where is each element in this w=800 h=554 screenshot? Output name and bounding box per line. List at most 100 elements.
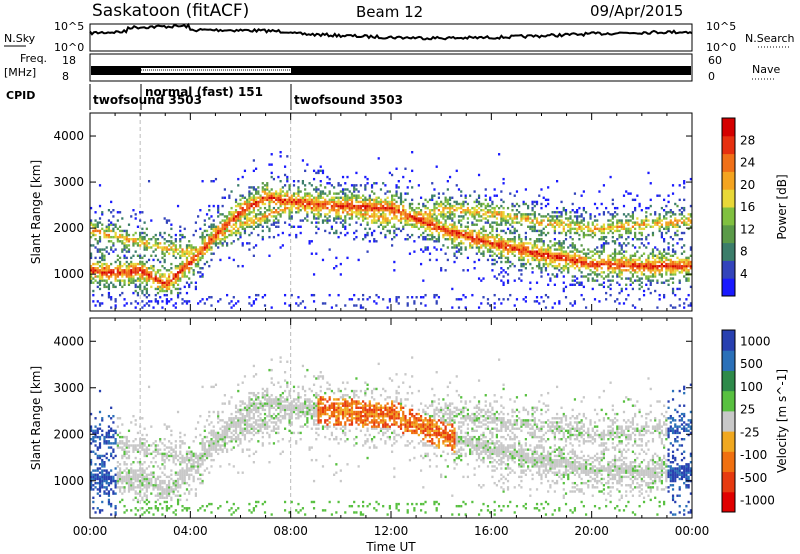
power-cell: [549, 279, 552, 282]
power-cell: [101, 279, 104, 282]
freq-tick-bottom: 8: [62, 70, 69, 83]
velocity-cell: [156, 498, 160, 502]
power-cell: [107, 209, 111, 212]
power-cell: [482, 296, 485, 299]
velocity-cell: [90, 488, 93, 491]
power-cell: [190, 252, 193, 255]
power-cell: [656, 306, 659, 309]
power-cell: [344, 217, 347, 220]
power-cell: [660, 206, 663, 210]
velocity-cell: [96, 467, 99, 470]
power-cell: [101, 248, 104, 251]
power-cell: [544, 198, 548, 202]
power-cell: [553, 254, 556, 257]
power-cell: [101, 264, 104, 268]
power-cell: [466, 231, 470, 235]
power-cell: [315, 225, 318, 228]
power-cell: [620, 269, 623, 272]
velocity-cell: [143, 427, 146, 430]
power-cell: [379, 202, 383, 206]
power-cell: [344, 304, 347, 307]
power-cell: [464, 235, 467, 239]
power-cell: [631, 262, 634, 266]
power-cell: [645, 238, 648, 241]
power-cell: [553, 256, 556, 260]
velocity-cell: [98, 484, 102, 487]
power-cell: [573, 262, 577, 266]
power-cell: [495, 260, 498, 264]
power-cell: [257, 225, 260, 228]
power-cell: [337, 217, 340, 220]
power-cell: [631, 213, 634, 216]
velocity-cell: [118, 500, 122, 504]
power-cell: [152, 258, 155, 262]
power-cell: [212, 240, 215, 243]
power-cell: [185, 250, 189, 253]
power-cell: [261, 200, 264, 204]
power-cell: [602, 227, 606, 231]
power-cell: [460, 194, 463, 197]
power-cell: [261, 198, 264, 202]
velocity-cell: [118, 463, 122, 466]
power-cell: [618, 264, 621, 268]
power-cell: [484, 213, 487, 216]
power-cell: [203, 240, 206, 243]
power-cell: [513, 242, 516, 245]
power-cell: [678, 279, 681, 282]
power-cell: [491, 213, 494, 216]
power-cell: [687, 258, 690, 262]
velocity-cell: [125, 446, 128, 449]
power-cell: [391, 244, 394, 247]
power-cell: [647, 277, 650, 280]
power-cell: [98, 279, 102, 282]
power-cell: [506, 213, 510, 216]
power-cell: [118, 281, 122, 284]
power-cell: [377, 211, 380, 214]
velocity-cell: [145, 433, 148, 437]
power-cell: [524, 238, 527, 241]
power-cell: [152, 306, 155, 309]
power-cell: [199, 248, 202, 251]
power-cell: [640, 227, 643, 231]
power-cell: [275, 225, 278, 228]
power-cell: [223, 223, 226, 226]
power-cell: [596, 267, 599, 270]
power-cell: [275, 221, 278, 224]
power-cell: [460, 231, 463, 235]
velocity-cell: [121, 456, 124, 460]
cpid-segment-3: twofsound 3503: [294, 93, 403, 107]
power-cell: [689, 225, 692, 228]
power-cell: [179, 225, 182, 228]
power-cell: [533, 204, 536, 208]
power-cell: [446, 188, 449, 191]
power-cell: [558, 254, 561, 257]
power-cell: [395, 200, 398, 204]
power-cell: [446, 217, 449, 220]
power-cell: [163, 267, 166, 270]
power-cell: [132, 275, 135, 278]
power-cell: [234, 215, 238, 218]
power-cell: [375, 221, 378, 224]
power-cell: [283, 302, 287, 305]
power-cell: [252, 159, 255, 162]
power-cell: [297, 179, 300, 183]
power-cell: [252, 302, 255, 305]
power-cell: [486, 204, 490, 208]
power-cell: [658, 217, 661, 220]
power-cell: [424, 206, 427, 210]
power-cell: [145, 233, 148, 237]
power-cell: [107, 227, 111, 231]
power-cell: [411, 198, 414, 202]
power-cell: [234, 217, 238, 220]
power-cell: [399, 202, 403, 206]
power-cell: [584, 211, 588, 214]
power-cell: [509, 248, 512, 251]
power-cell: [678, 225, 681, 228]
power-cell: [277, 225, 280, 228]
power-cell: [388, 209, 391, 212]
power-cell: [515, 213, 519, 216]
power-cell: [350, 215, 354, 218]
power-cell: [457, 188, 461, 191]
power-cell: [689, 254, 692, 257]
